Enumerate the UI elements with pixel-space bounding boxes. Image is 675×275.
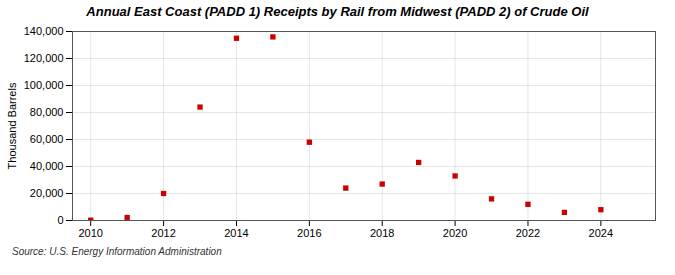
svg-text:2020: 2020 xyxy=(443,227,467,239)
svg-text:2018: 2018 xyxy=(370,227,394,239)
svg-text:2010: 2010 xyxy=(78,227,102,239)
svg-text:20,000: 20,000 xyxy=(30,187,64,199)
svg-text:120,000: 120,000 xyxy=(24,52,64,64)
svg-text:2024: 2024 xyxy=(589,227,613,239)
html-text:Annual East Coast (PADD 1) Rec: Annual East Coast (PADD 1) Receipts by R… xyxy=(86,4,589,19)
svg-text:80,000: 80,000 xyxy=(30,106,64,118)
svg-text:100,000: 100,000 xyxy=(24,79,64,91)
svg-text:Thousand Barrels: Thousand Barrels xyxy=(6,82,18,169)
svg-text:0: 0 xyxy=(57,214,63,226)
svg-text:2016: 2016 xyxy=(297,227,321,239)
svg-text:40,000: 40,000 xyxy=(30,160,64,172)
svg-text:140,000: 140,000 xyxy=(24,25,64,37)
svg-text:2012: 2012 xyxy=(151,227,175,239)
svg-text:2022: 2022 xyxy=(516,227,540,239)
svg-text:2014: 2014 xyxy=(224,227,248,239)
svg-text:60,000: 60,000 xyxy=(30,133,64,145)
html-text:Source: U.S. Energy Informatio: Source: U.S. Energy Information Administ… xyxy=(12,246,222,257)
